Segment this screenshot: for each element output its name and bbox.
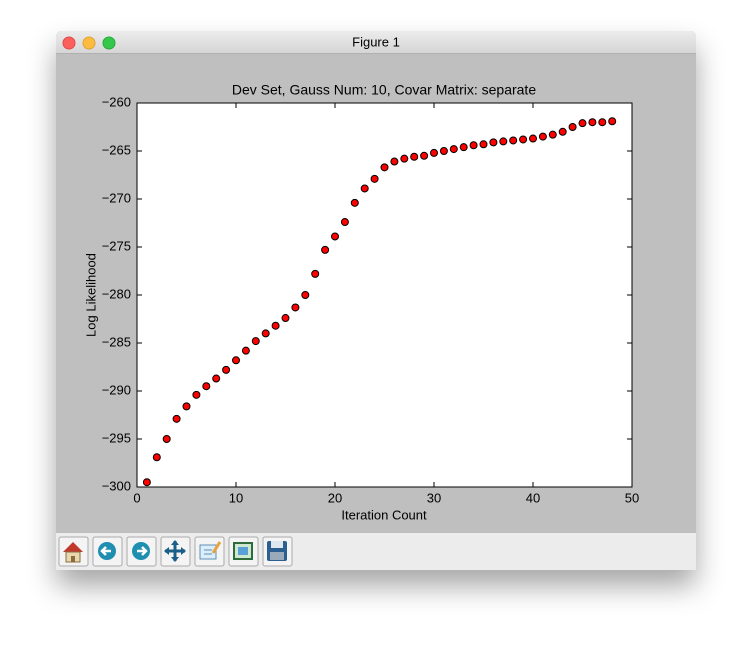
data-point	[558, 127, 567, 136]
y-tick-label: −275	[102, 238, 131, 253]
data-point	[489, 138, 498, 147]
data-point	[548, 130, 557, 139]
data-point	[380, 163, 389, 172]
data-point	[321, 245, 330, 254]
data-point	[152, 453, 161, 462]
x-tick-label: 30	[427, 490, 441, 505]
data-point	[588, 118, 597, 127]
data-point	[439, 147, 448, 155]
y-tick-label: −270	[102, 190, 131, 205]
data-point	[360, 184, 369, 193]
data-point	[301, 291, 310, 299]
minimize-button[interactable]	[82, 36, 96, 50]
data-point	[291, 303, 300, 312]
data-point	[281, 314, 290, 323]
data-point	[420, 151, 429, 160]
data-point	[479, 140, 488, 149]
data-point	[222, 365, 231, 374]
data-point	[251, 337, 260, 346]
data-point	[608, 117, 617, 126]
data-point	[182, 402, 191, 411]
data-point	[459, 143, 468, 152]
data-point	[598, 118, 607, 127]
data-point	[261, 329, 270, 338]
data-point	[212, 374, 221, 383]
data-point	[400, 154, 409, 163]
data-point	[311, 269, 320, 278]
data-point	[162, 435, 171, 443]
data-point	[469, 141, 478, 150]
x-tick-label: 40	[526, 490, 540, 505]
data-point	[390, 157, 399, 166]
data-point	[509, 136, 518, 145]
data-point	[430, 148, 438, 157]
data-point	[192, 390, 201, 399]
data-point	[370, 174, 379, 183]
y-tick-label: −280	[102, 286, 131, 301]
toolbar-icons	[63, 540, 287, 563]
x-axis-label: Iteration Count	[341, 507, 427, 522]
x-tick-label: 0	[133, 490, 140, 505]
data-point	[350, 198, 359, 207]
x-tick-label: 50	[625, 490, 639, 505]
plot-area	[136, 102, 633, 488]
close-button[interactable]	[62, 36, 76, 50]
data-point	[529, 134, 537, 143]
data-point	[578, 119, 587, 128]
y-axis-label: Log Likelihood	[83, 253, 98, 337]
data-point	[519, 135, 528, 144]
data-point	[172, 414, 181, 423]
data-point	[241, 346, 250, 355]
title-bar	[56, 31, 696, 53]
data-point	[568, 123, 577, 131]
data-point	[410, 152, 419, 161]
data-point	[449, 145, 458, 154]
data-point	[538, 132, 547, 141]
data-point	[499, 137, 508, 146]
x-tick-label: 20	[328, 490, 342, 505]
zoom-button[interactable]	[102, 36, 116, 50]
x-tick-label: 10	[229, 490, 243, 505]
y-tick-label: −300	[102, 478, 131, 493]
data-point	[232, 356, 240, 365]
data-point	[331, 232, 339, 241]
y-tick-label: −260	[102, 94, 131, 109]
y-tick-label: −290	[102, 382, 131, 397]
y-tick-label: −295	[102, 430, 131, 445]
data-point	[340, 218, 349, 227]
y-tick-label: −265	[102, 142, 131, 157]
data-point	[142, 478, 151, 487]
chart-title: Dev Set, Gauss Num: 10, Covar Matrix: se…	[232, 82, 536, 98]
window-title: Figure 1	[352, 34, 400, 49]
data-point	[271, 321, 280, 330]
data-point	[202, 382, 211, 391]
y-tick-label: −285	[102, 334, 131, 349]
